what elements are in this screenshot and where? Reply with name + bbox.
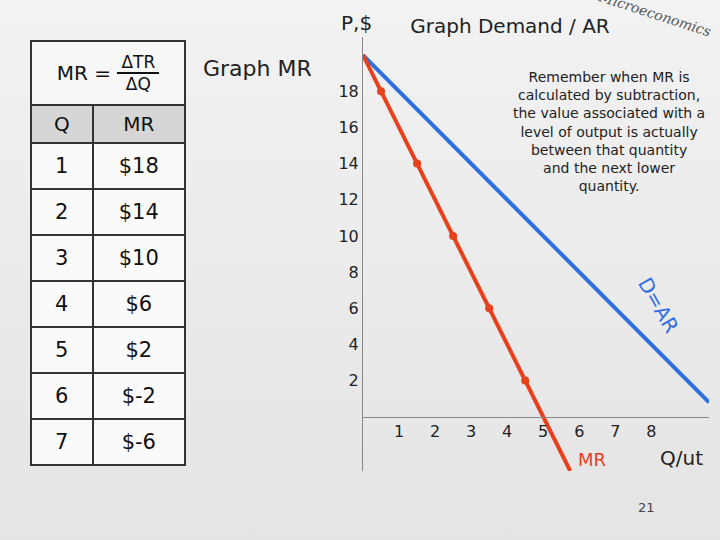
svg-text:Graph Demand / AR: Graph Demand / AR xyxy=(410,14,610,38)
html-text:21: 21 xyxy=(638,500,655,515)
html-text:ΔQ: ΔQ xyxy=(125,74,151,94)
svg-text:2: 2 xyxy=(430,422,440,441)
html-text:Graph MR: Graph MR xyxy=(203,56,312,81)
svg-text:16: 16 xyxy=(338,118,358,137)
html-text:1: 1 xyxy=(55,154,69,178)
svg-text:10: 10 xyxy=(338,227,358,246)
svg-text:8: 8 xyxy=(349,263,359,282)
svg-text:7: 7 xyxy=(610,422,620,441)
svg-text:8: 8 xyxy=(646,422,656,441)
html-text:$10: $10 xyxy=(118,246,159,270)
svg-text:P,$: P,$ xyxy=(341,11,372,35)
html-text:MR =ΔTR: MR =ΔTR xyxy=(56,52,156,85)
html-text:$2: $2 xyxy=(125,338,153,362)
html-text:6: 6 xyxy=(55,384,69,408)
svg-text:D=AR: D=AR xyxy=(633,273,684,337)
html-text:$14: $14 xyxy=(118,200,159,224)
html-text:2: 2 xyxy=(55,200,69,224)
html-text:7: 7 xyxy=(55,430,69,454)
svg-text:5: 5 xyxy=(538,422,548,441)
html-text:4: 4 xyxy=(55,292,69,316)
svg-text:Remember when MR iscalculated: Remember when MR iscalculated by subtrac… xyxy=(513,69,705,194)
svg-text:2: 2 xyxy=(349,371,359,390)
html-text:$-2: $-2 xyxy=(121,384,156,408)
svg-text:1: 1 xyxy=(394,422,404,441)
html-text:Q: Q xyxy=(53,112,70,136)
svg-text:Q/ut: Q/ut xyxy=(660,446,703,470)
svg-text:6: 6 xyxy=(574,422,584,441)
html-text:$6: $6 xyxy=(125,292,153,316)
html-text:$-6: $-6 xyxy=(121,430,156,454)
svg-text:3: 3 xyxy=(466,422,476,441)
svg-text:14: 14 xyxy=(338,154,358,173)
svg-text:4: 4 xyxy=(349,335,359,354)
html-text:$18: $18 xyxy=(118,154,159,178)
svg-text:18: 18 xyxy=(338,82,358,101)
html-text:MR: MR xyxy=(123,112,155,136)
html-text:3: 3 xyxy=(55,246,69,270)
svg-text:4: 4 xyxy=(502,422,512,441)
svg-text:6: 6 xyxy=(349,299,359,318)
svg-text:MR: MR xyxy=(578,449,606,470)
html-text:5: 5 xyxy=(55,338,69,362)
svg-text:12: 12 xyxy=(338,190,358,209)
